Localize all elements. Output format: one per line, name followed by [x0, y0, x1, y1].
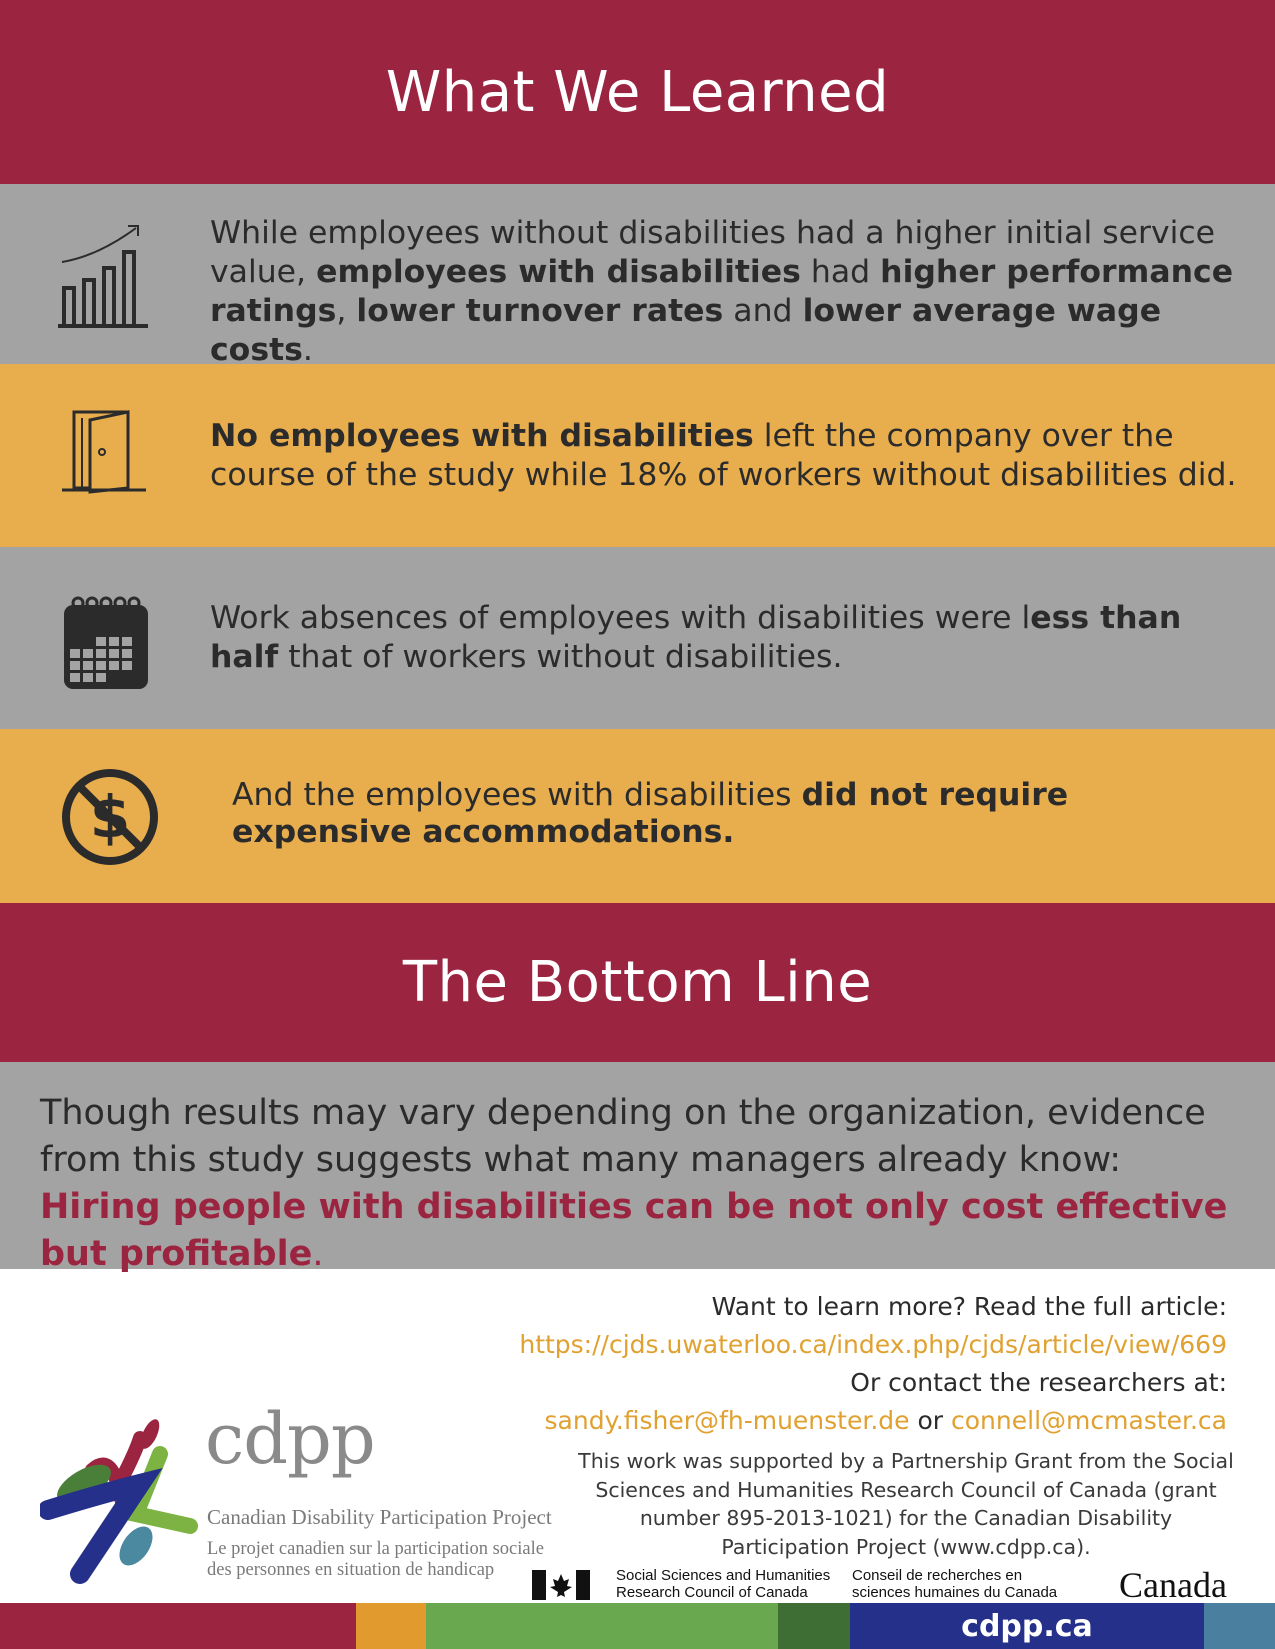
footer-stripe-green [426, 1603, 778, 1649]
learn-more-prompt: Want to learn more? Read the full articl… [711, 1292, 1227, 1321]
bottom-line-section: Though results may vary depending on the… [0, 1062, 1275, 1274]
sshrc-name-line: Social Sciences and Humanities [616, 1567, 831, 1584]
finding-text-segment: And the employees with disabilities [232, 777, 802, 813]
finding-text-bold: did not require expensive accommodations… [232, 777, 1069, 850]
finding-row-2: No employees with disabilities left the … [0, 364, 1275, 547]
footer-stripe-darkgreen [778, 1603, 850, 1649]
finding-text-segment: and [723, 293, 803, 329]
bottom-line-highlight: Hiring people with disabilities can be n… [40, 1187, 1228, 1274]
email-link-connell[interactable]: connell@mcmaster.ca [951, 1406, 1227, 1435]
sshrc-name-en: Social Sciences and Humanities Research … [616, 1567, 830, 1601]
finding-text-3: Work absences of employees with disabili… [210, 599, 1210, 677]
finding-text-bold: lower average wage costs [210, 293, 1162, 368]
footer-stripe-teal [1204, 1603, 1275, 1649]
bottom-line-body: Though results may vary depending on the… [40, 1093, 1206, 1180]
finding-text-bold: No employees with disabilities [210, 418, 754, 454]
finding-text-segment: . [302, 332, 313, 368]
finding-text-segment: that of workers without disabilities. [278, 639, 843, 675]
finding-text-4: And the employees with disabilities did … [232, 777, 1232, 851]
canada-wordmark: Canada [1119, 1565, 1227, 1605]
finding-text-bold: higher performance ratings [210, 254, 1234, 329]
canada-flag-icon [532, 1570, 590, 1600]
sshrc-name-fr: Conseil de recherches en sciences humain… [852, 1567, 1057, 1601]
footer-stripe-orange [356, 1603, 426, 1649]
finding-row-4: $ And the employees with disabilities di… [0, 729, 1275, 903]
bottom-line-title: The Bottom Line [402, 950, 873, 1015]
or-text: or [917, 1406, 944, 1435]
contact-block: Want to learn more? Read the full articl… [519, 1288, 1227, 1440]
cdpp-name-fr: Le projet canadien sur la participation … [207, 1539, 544, 1581]
finding-text-2: No employees with disabilities left the … [210, 417, 1255, 495]
support-note: This work was supported by a Partnership… [578, 1449, 1234, 1559]
sshrc-name-line: sciences humaines du Canada [852, 1584, 1058, 1601]
no-dollar-icon: $ [62, 769, 158, 865]
finding-row-3: Work absences of employees with disabili… [0, 547, 1275, 729]
cdpp-name-en: Canadian Disability Participation Projec… [207, 1505, 552, 1529]
calendar-icon [64, 596, 148, 689]
email-link-fisher[interactable]: sandy.fisher@fh-muenster.de [544, 1406, 910, 1435]
cdpp-name-fr-line: Le projet canadien sur la participation … [207, 1539, 544, 1559]
finding-row-1: While employees without disabilities had… [0, 184, 1275, 368]
bottom-line-period: . [312, 1234, 324, 1274]
page-title: What We Learned [385, 59, 890, 125]
bottom-line-banner: The Bottom Line [0, 903, 1275, 1062]
finding-text-1: While employees without disabilities had… [210, 214, 1240, 370]
article-link[interactable]: https://cjds.uwaterloo.ca/index.php/cjds… [519, 1330, 1227, 1359]
finding-text-segment: Work absences of employees with disabili… [210, 600, 1031, 636]
cdpp-wordmark: cdpp [205, 1398, 376, 1480]
finding-text-bold: ess than half [210, 600, 1182, 675]
finding-text-segment: , [336, 293, 357, 329]
sshrc-name-line: Conseil de recherches en [852, 1567, 1023, 1584]
bottom-line-text: Though results may vary depending on the… [40, 1090, 1250, 1278]
finding-text-segment: While employees without disabilities had… [210, 215, 1216, 290]
header-banner: What We Learned [0, 0, 1275, 184]
footer-site-link[interactable]: cdpp.ca [961, 1608, 1093, 1644]
contact-prompt: Or contact the researchers at: [850, 1368, 1227, 1397]
footer-stripe-maroon [0, 1603, 356, 1649]
cdpp-logo-mark-icon [40, 1419, 198, 1584]
bar-chart-growth-icon [58, 225, 148, 328]
finding-text-segment: left the company over the course of the … [210, 418, 1237, 493]
finding-text-bold: employees with disabilities [316, 254, 801, 290]
finding-text-bold: lower turnover rates [356, 293, 724, 329]
sshrc-name-line: Research Council of Canada [616, 1584, 808, 1601]
open-door-icon [62, 410, 146, 494]
cdpp-name-fr-line: des personnes en situation de handicap [207, 1560, 495, 1580]
footer-stripe-blue [850, 1603, 1204, 1649]
finding-text-segment: had [800, 254, 881, 290]
